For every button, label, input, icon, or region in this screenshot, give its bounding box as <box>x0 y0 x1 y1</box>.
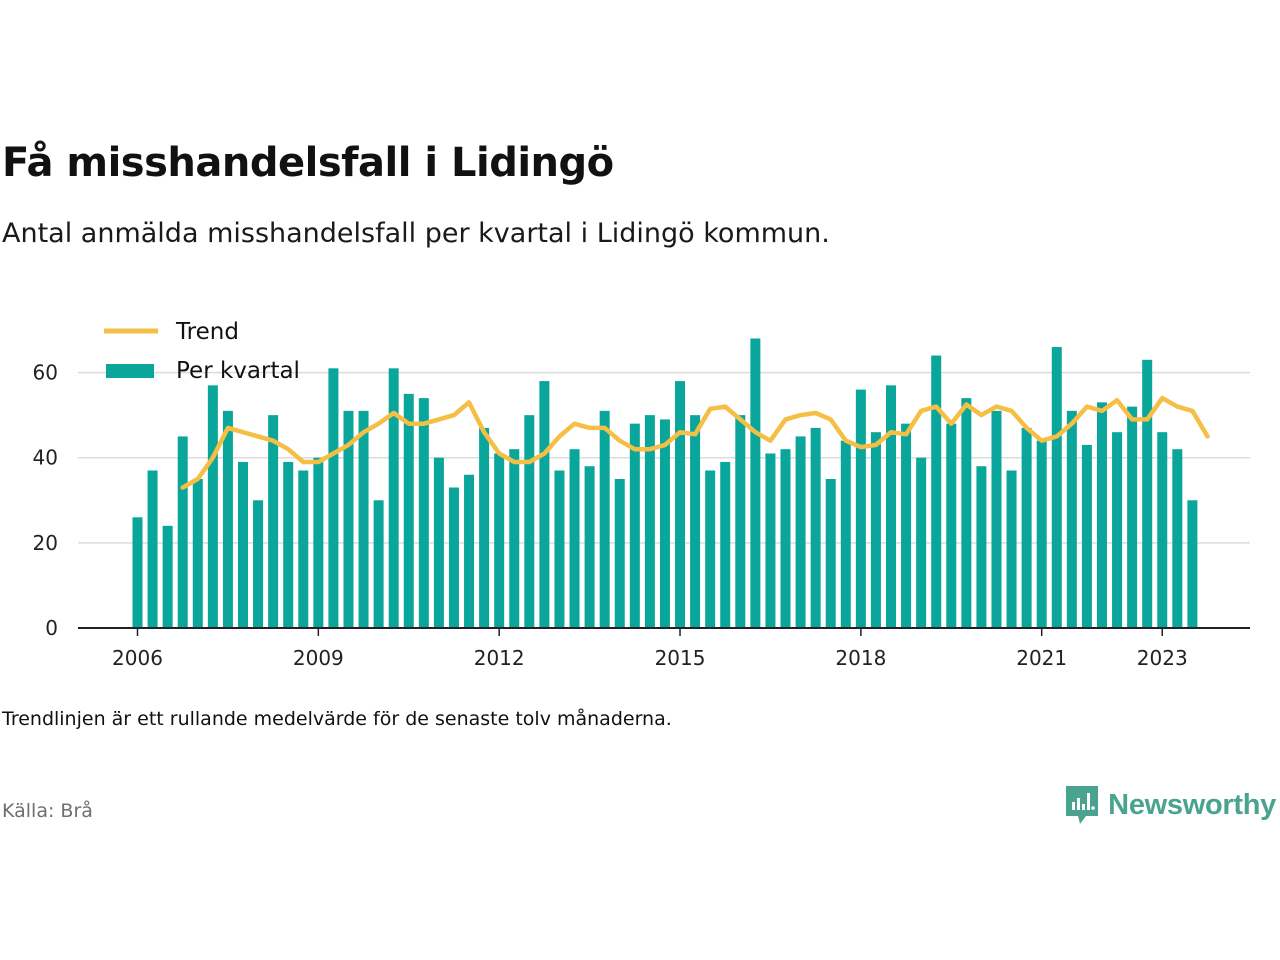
source-label: Källa: Brå <box>2 800 93 822</box>
bar <box>1006 470 1017 628</box>
y-tick-label: 40 <box>33 446 58 470</box>
bar <box>343 410 354 628</box>
bar <box>690 415 701 628</box>
bar <box>1157 432 1168 628</box>
bar <box>509 449 520 628</box>
bar <box>886 385 896 628</box>
bar <box>268 415 279 628</box>
bar <box>931 355 942 628</box>
bar <box>644 415 655 628</box>
x-tick-label: 2009 <box>293 646 344 670</box>
bar <box>1172 449 1183 628</box>
bar <box>569 449 580 628</box>
x-tick-label: 2018 <box>835 646 886 670</box>
bar <box>328 368 339 628</box>
bar <box>599 410 610 628</box>
bar <box>1081 444 1092 628</box>
axes: 0 20 40 60 2006 2009 2012 2015 2018 2021 2023 <box>33 361 1250 670</box>
bar <box>524 415 535 628</box>
legend: Trend Per kvartal <box>104 319 300 384</box>
bar <box>765 453 776 628</box>
bar <box>810 427 821 628</box>
x-tick-label: 2023 <box>1137 646 1188 670</box>
bar <box>177 436 188 628</box>
trend-line <box>180 395 1210 490</box>
bar <box>539 381 550 628</box>
newsworthy-logo-icon <box>1066 786 1099 824</box>
bar <box>1112 432 1123 628</box>
bar <box>1187 500 1198 628</box>
bar <box>1066 410 1077 628</box>
bar <box>659 419 670 628</box>
bar <box>780 449 791 628</box>
bar <box>388 368 399 628</box>
bar <box>1096 402 1107 628</box>
bar <box>298 470 309 628</box>
brand-logo[interactable]: Newsworthy <box>1064 784 1276 826</box>
y-tick-label: 60 <box>33 361 58 385</box>
bar <box>840 440 851 628</box>
bar <box>433 457 444 628</box>
bar <box>479 427 490 628</box>
bar <box>795 436 806 628</box>
bar <box>162 525 173 628</box>
chart-title: Få misshandelsfall i Lidingö <box>2 140 614 186</box>
bar <box>901 423 912 628</box>
bar <box>358 410 369 628</box>
bar <box>132 517 143 628</box>
y-tick-label: 0 <box>45 616 58 640</box>
bar <box>675 381 686 628</box>
bar <box>283 461 294 628</box>
bar <box>237 461 248 628</box>
bar <box>418 398 429 628</box>
bar <box>870 432 881 628</box>
bar <box>494 453 505 628</box>
bar <box>313 457 324 628</box>
footnote: Trendlinjen är ett rullande medelvärde f… <box>2 708 672 730</box>
bar <box>705 470 716 628</box>
x-tick-label: 2021 <box>1016 646 1067 670</box>
bar <box>750 338 761 628</box>
bar <box>946 423 957 628</box>
legend-bar-swatch <box>106 364 154 378</box>
bar <box>916 457 927 628</box>
bar <box>720 461 731 628</box>
bar <box>629 423 640 628</box>
bar <box>464 474 475 628</box>
bar <box>855 389 866 628</box>
bar <box>614 479 625 628</box>
bar <box>584 466 595 628</box>
legend-trend-label: Trend <box>175 319 239 345</box>
bar <box>373 500 384 628</box>
bar <box>207 385 218 628</box>
bar <box>961 398 972 628</box>
bar <box>448 487 459 628</box>
x-tick-label: 2012 <box>474 646 525 670</box>
trend-series <box>180 395 1210 490</box>
bar <box>253 500 264 628</box>
bar <box>991 410 1002 628</box>
brand-name: Newsworthy <box>1108 788 1276 821</box>
bar <box>1036 440 1047 628</box>
bar <box>825 479 836 628</box>
bar <box>403 393 414 628</box>
bar <box>147 470 158 628</box>
bar <box>1021 427 1032 628</box>
bar <box>1142 359 1153 628</box>
chart-subtitle: Antal anmälda misshandelsfall per kvarta… <box>2 218 830 249</box>
bar <box>1127 406 1138 628</box>
bar <box>192 479 203 628</box>
legend-bar-label: Per kvartal <box>176 358 300 384</box>
x-tick-label: 2015 <box>655 646 706 670</box>
bar <box>222 410 233 628</box>
bar-chart: 0 20 40 60 2006 2009 2012 2015 2018 2021 2023 Tren… <box>33 319 1250 670</box>
bar <box>976 466 987 628</box>
y-tick-label: 20 <box>33 531 58 555</box>
bar-series <box>132 338 1198 628</box>
bar <box>1051 347 1062 628</box>
bar <box>735 415 746 628</box>
x-tick-label: 2006 <box>112 646 163 670</box>
bar <box>554 470 565 628</box>
